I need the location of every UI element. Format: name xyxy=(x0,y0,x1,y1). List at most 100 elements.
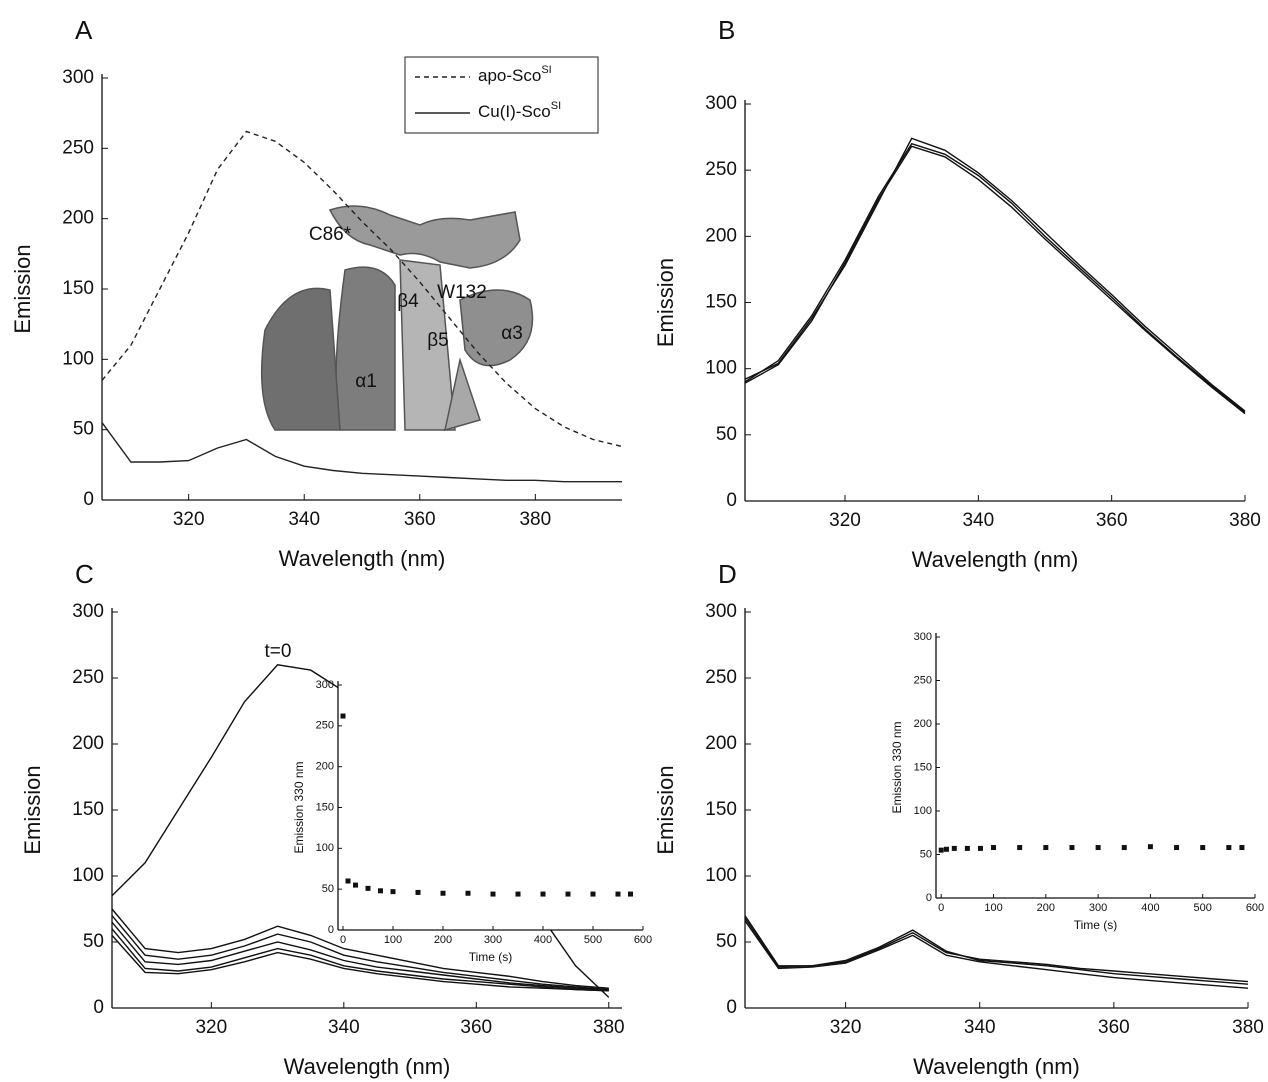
spectrum-line xyxy=(744,917,1249,985)
y-tick-label: 150 xyxy=(316,801,334,813)
data-point xyxy=(540,891,546,897)
spectrum-line xyxy=(111,915,609,991)
annotation: W132 xyxy=(437,282,487,303)
spectrum-line xyxy=(111,928,609,992)
legend-label: Cu(I)-ScoSI xyxy=(478,100,561,122)
y-tick-label: 0 xyxy=(926,892,932,904)
chart-panel: 0 50 100 150 200 250 300 320 340 360 380 Wavelength… xyxy=(10,15,623,571)
data-point xyxy=(365,885,371,891)
x-axis-label: Wavelength (nm) xyxy=(284,1054,451,1079)
x-tick-label: 300 xyxy=(1089,902,1107,914)
data-point xyxy=(1121,845,1127,851)
y-tick-label: 150 xyxy=(62,278,94,299)
y-tick-label: 100 xyxy=(705,358,737,379)
legend-label: apo-ScoSI xyxy=(478,64,552,86)
y-tick-label: 300 xyxy=(62,67,94,88)
x-tick-label: 200 xyxy=(434,934,452,946)
x-tick-label: 380 xyxy=(519,509,551,530)
data-point xyxy=(490,891,496,897)
data-point xyxy=(353,882,358,888)
y-tick-label: 200 xyxy=(72,733,104,754)
data-point xyxy=(938,847,944,853)
y-tick-label: 250 xyxy=(914,674,932,686)
y-tick-label: 0 xyxy=(726,490,737,511)
y-tick-label: 50 xyxy=(920,848,932,860)
x-tick-label: 500 xyxy=(584,934,602,946)
legend-superscript: SI xyxy=(551,100,561,112)
data-point xyxy=(628,891,633,897)
protein-helix xyxy=(260,287,341,431)
x-axis-label: Wavelength (nm) xyxy=(913,1054,1080,1079)
y-tick-label: 50 xyxy=(73,419,94,440)
data-point xyxy=(345,878,351,884)
data-point xyxy=(415,889,421,895)
y-tick-label: 150 xyxy=(705,292,737,313)
spectrum-line xyxy=(744,145,1246,415)
x-tick-label: 340 xyxy=(962,510,994,531)
y-tick-label: 300 xyxy=(705,93,737,114)
data-point xyxy=(440,890,446,896)
y-tick-label: 300 xyxy=(914,631,932,643)
data-point xyxy=(390,889,396,895)
x-tick-label: 100 xyxy=(384,934,402,946)
data-point xyxy=(1095,845,1101,851)
protein-sheet xyxy=(328,205,521,269)
spectrum-line xyxy=(744,137,1246,412)
chart-panel: 0 50 100 150 200 250 300 320 340 360 380 Wavelength… xyxy=(653,15,1261,572)
x-tick-label: 100 xyxy=(984,902,1002,914)
y-tick-label: 100 xyxy=(316,842,334,854)
y-tick-label: 150 xyxy=(705,799,737,820)
annotation: α3 xyxy=(501,323,523,344)
y-tick-label: 150 xyxy=(72,799,104,820)
x-tick-label: 340 xyxy=(964,1017,996,1038)
data-point xyxy=(951,845,957,851)
y-tick-label: 100 xyxy=(72,865,104,886)
annotation: t=0 xyxy=(265,641,292,662)
legend-box xyxy=(404,56,599,134)
x-tick-label: 0 xyxy=(938,902,944,914)
x-tick-label: 400 xyxy=(534,934,552,946)
x-tick-label: 600 xyxy=(1246,902,1264,914)
y-tick-label: 100 xyxy=(705,865,737,886)
y-tick-label: 300 xyxy=(705,601,737,622)
data-point xyxy=(964,845,970,851)
y-tick-label: 250 xyxy=(72,667,104,688)
spectrum-line xyxy=(111,934,609,992)
data-point xyxy=(1069,845,1075,851)
x-tick-label: 320 xyxy=(195,1017,227,1038)
y-tick-label: 250 xyxy=(705,667,737,688)
panel-a-legend: apo-ScoSI Cu(I)-ScoSI xyxy=(404,56,599,134)
inset-background xyxy=(936,632,1255,898)
x-tick-label: 320 xyxy=(829,510,861,531)
chart-panel: 0 50 100 150 200 250 300 320 340 360 380 Wavelength… xyxy=(20,559,625,1079)
x-tick-label: 340 xyxy=(328,1017,360,1038)
data-point xyxy=(1226,845,1232,851)
data-point xyxy=(977,845,983,851)
panel-label: C xyxy=(75,559,94,589)
annotation: β4 xyxy=(397,291,419,312)
x-tick-label: 600 xyxy=(634,934,652,946)
x-axis-label: Time (s) xyxy=(469,950,513,964)
protein-loop xyxy=(444,357,481,432)
inset-chart: 0 50 100 150 200 250 300 0 100 200 300 400 500 600 Tim… xyxy=(890,631,1264,932)
y-tick-label: 50 xyxy=(83,931,104,952)
data-point xyxy=(615,891,621,897)
annotation: α1 xyxy=(355,371,377,392)
y-axis-label: Emission xyxy=(10,244,35,333)
spectrum-line xyxy=(744,915,1249,983)
x-axis-label: Time (s) xyxy=(1074,918,1118,932)
protein-helix xyxy=(459,289,534,367)
x-axis-label: Wavelength (nm) xyxy=(912,547,1079,572)
data-point xyxy=(565,891,571,897)
data-point xyxy=(1043,845,1049,851)
x-tick-label: 0 xyxy=(340,934,346,946)
data-point xyxy=(590,891,596,897)
y-tick-label: 150 xyxy=(914,761,932,773)
protein-structure xyxy=(260,205,534,432)
x-tick-label: 320 xyxy=(830,1017,862,1038)
y-axis-label: Emission xyxy=(653,258,678,347)
data-point xyxy=(1017,845,1023,851)
y-tick-label: 250 xyxy=(316,720,334,732)
y-tick-label: 300 xyxy=(72,601,104,622)
